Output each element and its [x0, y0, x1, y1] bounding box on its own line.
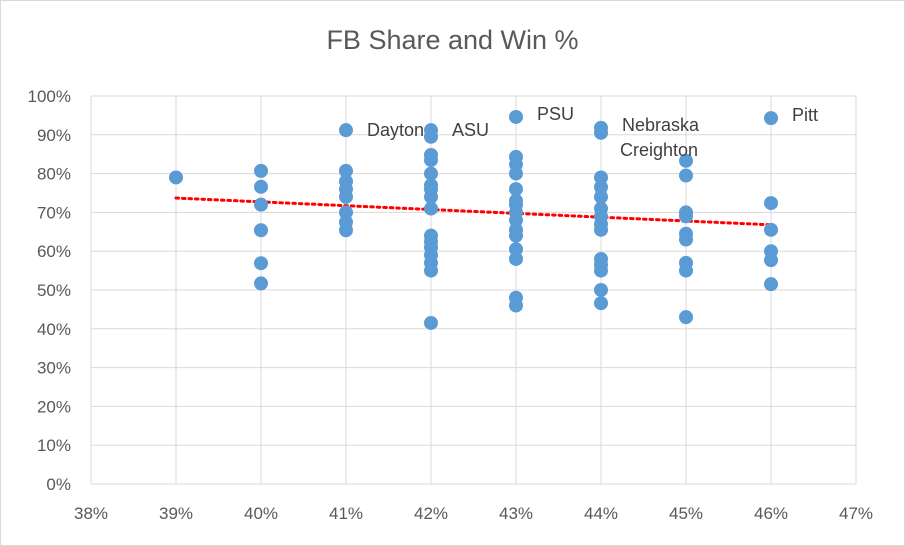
x-tick-label: 41% — [329, 504, 363, 523]
data-point — [679, 232, 693, 247]
y-tick-label: 20% — [37, 397, 71, 416]
data-point — [764, 196, 778, 211]
data-point — [254, 197, 268, 212]
trendline-path — [174, 196, 773, 227]
trendline — [174, 196, 773, 227]
point-annotation: PSU — [537, 104, 574, 124]
x-tick-label: 44% — [584, 504, 618, 523]
data-point — [424, 201, 438, 216]
data-point — [594, 263, 608, 278]
data-point — [594, 170, 608, 185]
x-tick-label: 45% — [669, 504, 703, 523]
point-annotation: Dayton — [367, 120, 424, 140]
data-point — [254, 256, 268, 271]
data-point — [594, 222, 608, 237]
y-tick-label: 50% — [37, 281, 71, 300]
data-point — [424, 189, 438, 204]
data-point — [424, 166, 438, 181]
data-point — [509, 251, 523, 266]
data-point — [254, 179, 268, 194]
y-tick-label: 10% — [37, 436, 71, 455]
point-annotations: Dayton ASU PSU Nebraska Creighton Pitt — [367, 104, 818, 160]
data-point — [339, 223, 353, 238]
point-annotation: Pitt — [792, 105, 818, 125]
data-point — [509, 182, 523, 197]
data-point — [509, 166, 523, 181]
point-annotation: Nebraska — [622, 115, 700, 135]
y-tick-label: 30% — [37, 359, 71, 378]
data-point — [424, 315, 438, 330]
data-point — [339, 189, 353, 204]
data-point — [679, 263, 693, 278]
chart-title: FB Share and Win % — [326, 25, 579, 55]
data-point — [509, 298, 523, 313]
data-point — [339, 123, 353, 138]
x-tick-label: 40% — [244, 504, 278, 523]
data-point — [679, 153, 693, 168]
y-tick-label: 60% — [37, 242, 71, 261]
data-point — [169, 170, 183, 185]
gridlines — [90, 95, 857, 485]
data-point — [509, 109, 523, 124]
data-point — [509, 213, 523, 228]
data-point — [339, 163, 353, 178]
y-tick-label: 70% — [37, 203, 71, 222]
x-tick-label: 38% — [74, 504, 108, 523]
y-tick-label: 100% — [28, 87, 71, 106]
data-point — [254, 276, 268, 291]
axis-labels: 0% 10% 20% 30% 40% 50% 60% 70% 80% 90% 100% 38% 39% 4… — [28, 87, 874, 523]
point-annotation: ASU — [452, 120, 489, 140]
data-point — [424, 153, 438, 168]
data-point — [679, 209, 693, 224]
y-tick-label: 40% — [37, 320, 71, 339]
data-points — [169, 109, 778, 330]
data-point — [679, 310, 693, 325]
data-point — [764, 111, 778, 126]
data-point — [254, 223, 268, 238]
x-tick-label: 47% — [839, 504, 873, 523]
x-tick-label: 43% — [499, 504, 533, 523]
x-tick-label: 42% — [414, 504, 448, 523]
data-point — [509, 228, 523, 243]
data-point — [594, 180, 608, 195]
data-point — [764, 253, 778, 268]
y-tick-label: 90% — [37, 126, 71, 145]
data-point — [764, 277, 778, 292]
data-point — [679, 168, 693, 183]
data-point — [594, 125, 608, 140]
data-point — [424, 263, 438, 278]
data-point — [594, 189, 608, 204]
data-point — [424, 129, 438, 144]
y-tick-label: 0% — [46, 475, 71, 494]
data-point — [509, 242, 523, 257]
data-point — [764, 222, 778, 237]
data-point — [594, 296, 608, 311]
x-tick-label: 46% — [754, 504, 788, 523]
data-point — [254, 163, 268, 178]
y-tick-label: 80% — [37, 165, 71, 184]
x-tick-label: 39% — [159, 504, 193, 523]
data-point — [594, 283, 608, 297]
data-point — [339, 205, 353, 220]
point-annotation: Creighton — [620, 140, 698, 160]
